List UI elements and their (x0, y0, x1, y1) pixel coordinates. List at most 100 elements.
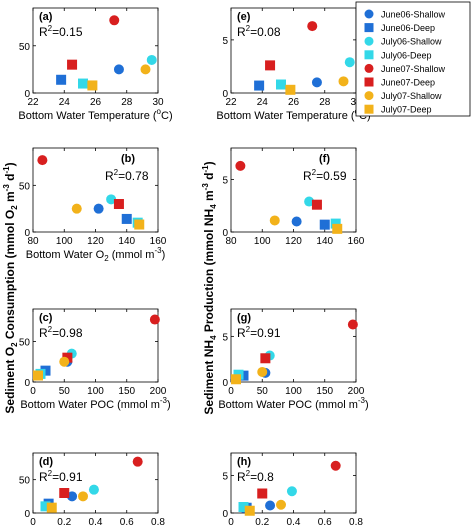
data-point (257, 366, 268, 377)
data-point (67, 491, 78, 502)
data-point (276, 499, 286, 510)
data-point (260, 353, 271, 364)
x-tick-label: 200 (150, 386, 167, 397)
data-point (285, 84, 296, 95)
data-point (62, 352, 73, 363)
data-point (146, 54, 157, 65)
data-point (286, 486, 297, 497)
panel-letter: (g) (237, 312, 251, 324)
x-tick-label: 0.4 (89, 517, 103, 528)
data-point (319, 219, 330, 230)
right-ylabel-main: Sediment NH (202, 340, 216, 415)
legend-marker (364, 23, 374, 33)
x-tick-label: 150 (118, 386, 135, 397)
x-tick-label: 200 (348, 386, 365, 397)
data-point (332, 223, 343, 234)
left-ylabel-tail: m (3, 191, 17, 205)
data-point (338, 76, 349, 87)
x-tick-label: 100 (285, 386, 302, 397)
x-axis-label: Bottom Water Temperature (oC) (18, 107, 172, 122)
r-squared-label: R2=0.91 (39, 469, 83, 484)
x-tick-label: 0.8 (151, 517, 165, 528)
legend-marker (364, 91, 374, 101)
data-point (71, 203, 82, 214)
data-point (113, 64, 124, 75)
data-point (311, 199, 322, 210)
r-squared-label: R2=0.59 (303, 168, 347, 183)
x-tick-label: 0 (228, 386, 234, 397)
y-tick-label: 0 (222, 378, 228, 389)
y-tick-label: 50 (19, 337, 31, 348)
y-tick-label: 0 (24, 228, 30, 239)
data-point (307, 21, 318, 32)
data-point (106, 194, 117, 205)
x-tick-label: 28 (319, 97, 331, 108)
y-tick-label: 0 (222, 89, 228, 100)
y-tick-label: 5 (222, 332, 228, 343)
x-tick-label: 50 (59, 386, 71, 397)
x-tick-label: 50 (257, 386, 269, 397)
r-squared-label: R2=0.08 (237, 24, 281, 39)
y-tick-label: 5 (222, 472, 228, 483)
data-point (344, 57, 355, 68)
left-ylabel-rest: Consumption (mmol O (3, 210, 17, 343)
panel-letter: (c) (39, 312, 53, 324)
panel-c: 0 50 100 150 200 0 50 (c)R2=0.98 Bottom Water PO… (19, 308, 171, 411)
data-point (235, 160, 246, 171)
data-point (121, 213, 132, 224)
x-tick-label: 28 (121, 97, 133, 108)
r-squared-label: R2=0.78 (105, 168, 149, 183)
legend-marker (364, 63, 374, 73)
x-tick-label: 140 (316, 236, 333, 247)
data-point (330, 460, 341, 471)
panel-letter: (f) (319, 153, 330, 165)
right-ylabel-sub2: 4 (209, 204, 218, 209)
left-ylabel-sup2: -1 (2, 166, 11, 174)
data-point (254, 80, 265, 91)
x-tick-label: 0.2 (57, 517, 71, 528)
data-point (46, 502, 57, 513)
x-tick-label: 0 (30, 386, 36, 397)
r-squared-label: R2=0.8 (237, 469, 274, 484)
x-tick-label: 160 (348, 236, 365, 247)
data-point (265, 60, 276, 71)
x-tick-label: 140 (118, 236, 135, 247)
r-squared-label: R2=0.15 (39, 24, 83, 39)
x-axis-label: Bottom Water O2 (mmol m-3) (26, 246, 166, 263)
data-point (291, 216, 302, 227)
legend-label: June07-Shallow (381, 64, 446, 74)
x-tick-label: 22 (225, 97, 237, 108)
panel-letter: (e) (237, 11, 251, 23)
x-tick-label: 120 (285, 236, 302, 247)
y-tick-label: 5 (222, 176, 228, 187)
data-point (88, 484, 99, 495)
data-point (269, 215, 280, 226)
legend-marker (364, 36, 374, 46)
left-ylabel-end: d (3, 174, 17, 185)
data-point (78, 491, 88, 502)
data-point (140, 64, 151, 75)
x-tick-label: 0 (30, 517, 36, 528)
y-tick-label: 0 (222, 509, 228, 520)
legend-marker (364, 77, 374, 87)
panel-h: 00.20.40.60.805(h)R2=0.8Bed Stress (Pa) (222, 452, 363, 528)
x-tick-label: 100 (56, 236, 73, 247)
right-ylabel-tail: m (202, 190, 216, 204)
data-point (231, 374, 241, 385)
x-tick-label: 0.4 (287, 517, 301, 528)
left-ylabel-sub: 2 (10, 342, 19, 347)
y-tick-label: 50 (19, 181, 31, 192)
legend-label: July07-Deep (381, 105, 432, 115)
right-ylabel-sup2: -1 (201, 165, 210, 173)
y-tick-label: 50 (19, 42, 31, 53)
legend-marker (364, 104, 374, 114)
x-tick-label: 0.8 (349, 517, 363, 528)
right-ylabel-rest: Production (mmol NH (202, 209, 216, 336)
data-point (132, 456, 143, 467)
x-tick-label: 26 (90, 97, 102, 108)
panel-a: 22 24 26 28 30 0 50 (a)R2=0.15 Bottom Water Temp… (18, 7, 173, 122)
data-point (59, 356, 70, 367)
data-point (238, 502, 249, 512)
